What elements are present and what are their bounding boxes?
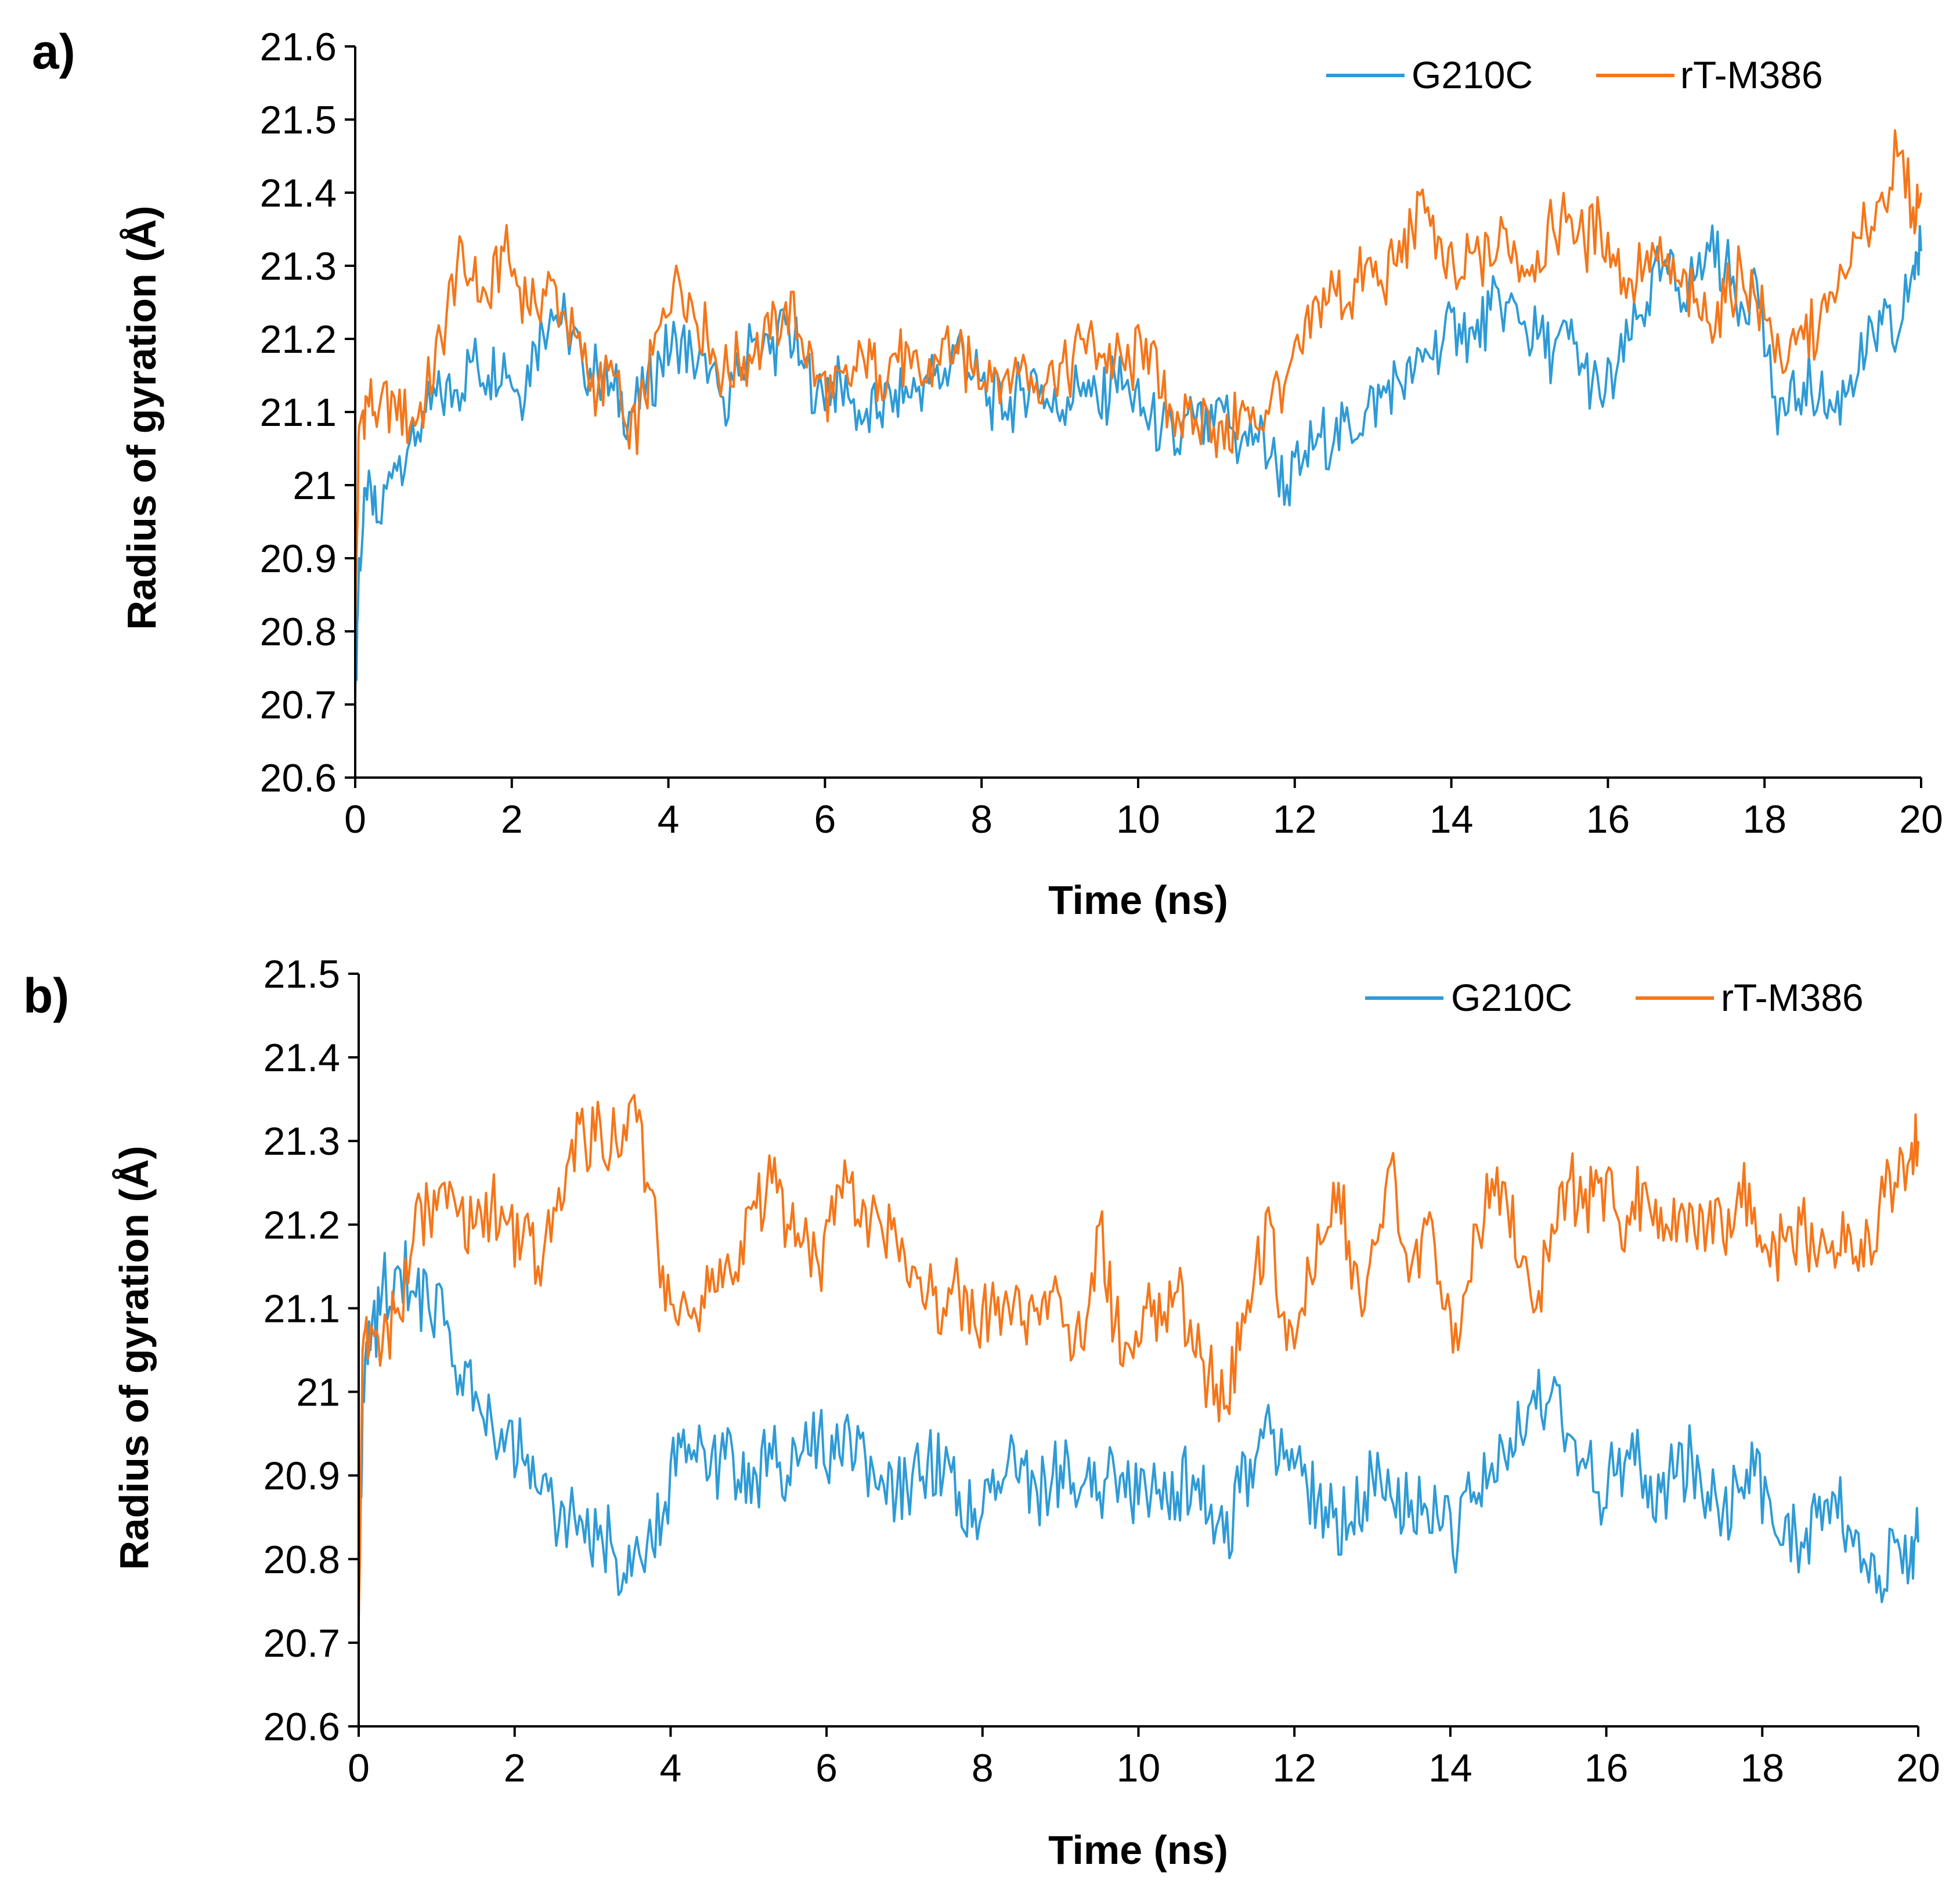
y-tick-label: 20.6 [264,1705,340,1749]
x-tick-label: 14 [1428,1746,1472,1790]
panel-b-legend: G210C rT-M386 [1365,976,1864,1019]
panel-a: a) Radius of gyration (Å) Time (ns) 20.6… [32,24,1943,923]
panel-a-label: a) [32,24,75,79]
y-tick-label: 20.7 [264,1621,340,1665]
panel-a-x-axis-title: Time (ns) [1048,877,1228,923]
x-tick-label: 16 [1586,797,1630,841]
x-tick-label: 2 [501,797,523,841]
x-tick-label: 8 [970,797,992,841]
panel-a-series-layer [354,129,1922,698]
x-tick-label: 0 [344,797,366,841]
y-tick-label: 21.3 [260,244,337,288]
x-tick-label: 10 [1116,797,1160,841]
panel-a-axes: 20.620.720.820.92121.121.221.321.421.521… [260,25,1943,841]
panel-b-y-axis-title: Radius of gyration (Å) [111,1145,157,1570]
x-tick-label: 4 [659,1746,681,1790]
series-line-g210c [358,1240,1919,1627]
panel-b-series-layer [358,1094,1919,1627]
y-tick-label: 21.2 [264,1203,340,1247]
x-tick-label: 12 [1272,1746,1316,1790]
y-tick-label: 20.7 [260,683,337,727]
x-tick-label: 6 [815,1746,838,1790]
y-tick-label: 20.8 [264,1538,340,1582]
y-tick-label: 21 [293,464,337,508]
y-tick-label: 21 [296,1371,340,1415]
x-tick-label: 10 [1117,1746,1161,1790]
legend-label-rt-m386: rT-M386 [1680,53,1823,96]
panel-a-y-axis-title: Radius of gyration (Å) [119,205,164,630]
x-tick-label: 20 [1896,1746,1940,1790]
y-tick-label: 21.6 [260,25,337,69]
x-tick-label: 8 [972,1746,994,1790]
y-tick-label: 21.3 [264,1119,340,1163]
x-tick-label: 2 [504,1746,526,1790]
series-line-rt-m386 [358,1094,1919,1618]
y-tick-label: 21.4 [260,171,337,215]
legend-label-rt-m386: rT-M386 [1721,976,1864,1019]
legend-label-g210c: G210C [1451,976,1572,1019]
x-tick-label: 14 [1430,797,1474,841]
y-tick-label: 20.8 [260,610,337,654]
y-tick-label: 20.6 [260,756,337,800]
x-tick-label: 18 [1740,1746,1784,1790]
panel-b: b) Radius of gyration (Å) Time (ns) 20.6… [23,952,1940,1873]
panel-b-label: b) [23,969,69,1023]
panel-b-axes: 20.6 20.7 20.8 20.9 21 21.1 21.2 21.3 21.4 21.5 0 2… [264,952,1940,1790]
panel-a-legend: G210C rT-M386 [1326,53,1823,96]
legend-label-g210c: G210C [1412,53,1533,96]
x-tick-label: 18 [1742,797,1786,841]
series-line-rt-m386 [354,129,1922,632]
y-tick-label: 21.1 [264,1286,340,1331]
y-tick-label: 21.5 [260,98,337,142]
x-tick-label: 16 [1584,1746,1629,1790]
panel-b-x-axis-title: Time (ns) [1048,1827,1228,1873]
x-tick-label: 20 [1899,797,1943,841]
y-tick-label: 20.9 [264,1454,340,1498]
y-tick-label: 21.5 [264,952,340,996]
x-tick-label: 4 [658,797,680,841]
x-tick-label: 0 [348,1746,370,1790]
x-tick-label: 6 [814,797,836,841]
y-tick-label: 21.2 [260,317,337,362]
y-tick-label: 21.1 [260,391,337,435]
y-tick-label: 21.4 [264,1036,340,1080]
y-tick-label: 20.9 [260,537,337,581]
x-tick-label: 12 [1273,797,1317,841]
